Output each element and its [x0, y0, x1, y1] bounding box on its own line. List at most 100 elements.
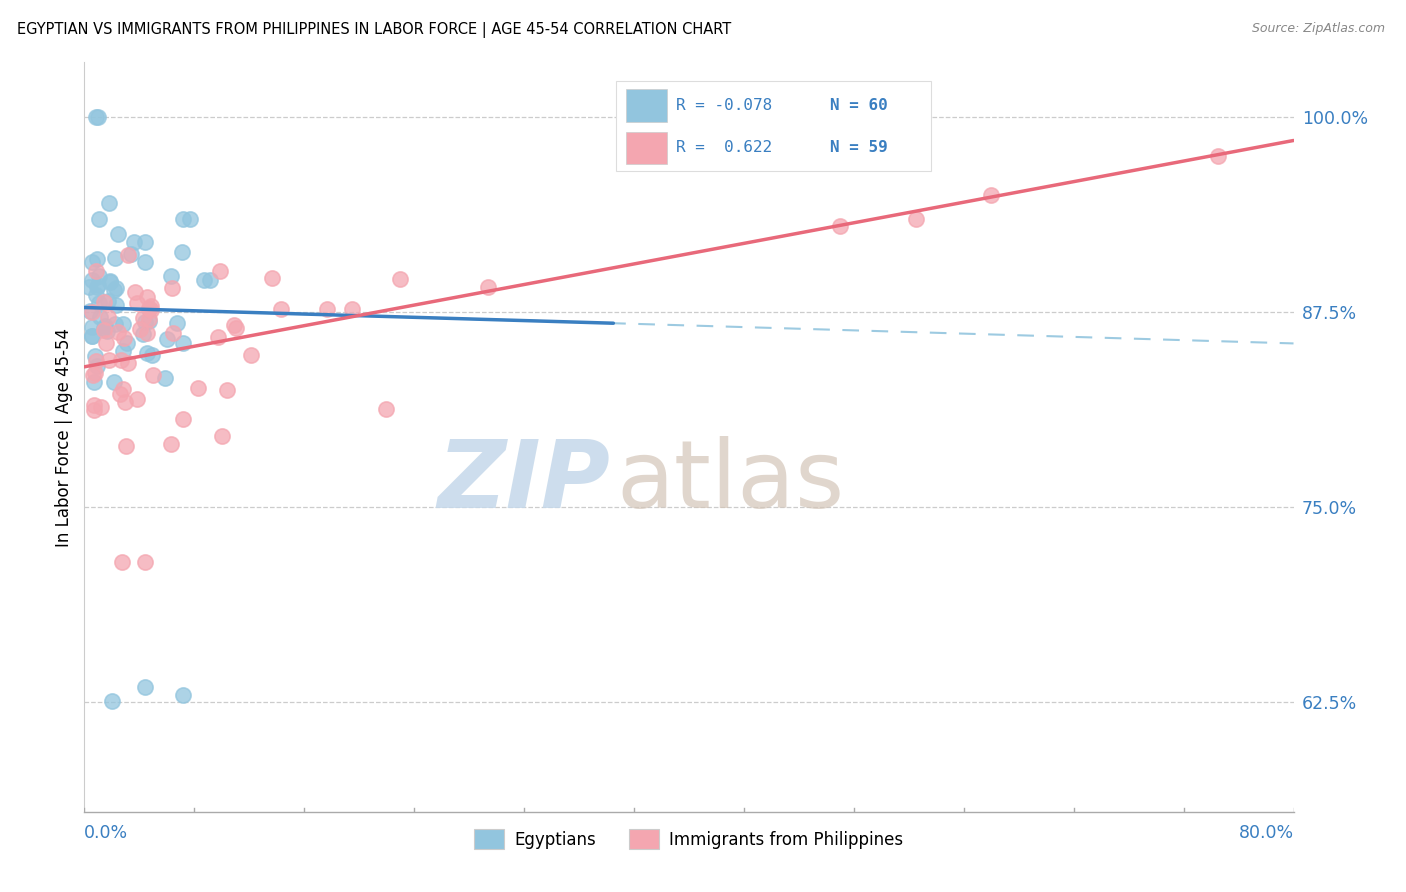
Point [160, 437, 183, 451]
Point [170, 244, 193, 259]
Point [115, 440, 138, 454]
Point [138, 301, 160, 316]
Point [82, 368, 104, 382]
Point [111, 382, 134, 396]
Point [89, 310, 111, 325]
Point [103, 376, 125, 390]
Point [104, 251, 127, 265]
Point [172, 336, 194, 351]
Point [108, 387, 131, 401]
Point [82, 329, 104, 343]
Point [139, 299, 162, 313]
Point [134, 255, 156, 269]
Point [80, 255, 103, 269]
Point [224, 318, 246, 332]
Point [97, 310, 120, 324]
Point [138, 314, 160, 328]
Point [84, 354, 107, 368]
Point [80, 273, 103, 287]
Point [160, 268, 183, 283]
Point [134, 555, 156, 569]
Point [112, 331, 135, 345]
Point [89, 211, 111, 226]
Point [316, 301, 339, 316]
Point [211, 429, 233, 443]
Point [84, 366, 107, 380]
Text: EGYPTIAN VS IMMIGRANTS FROM PHILIPPINES IN LABOR FORCE | AGE 45-54 CORRELATION C: EGYPTIAN VS IMMIGRANTS FROM PHILIPPINES … [17, 22, 731, 38]
Point [104, 281, 127, 295]
Point [260, 271, 283, 285]
Point [138, 311, 160, 326]
Point [98, 353, 121, 368]
Text: 80.0%: 80.0% [1239, 824, 1294, 842]
Point [83, 376, 105, 390]
Point [87, 277, 110, 292]
Point [82, 319, 104, 334]
Point [122, 235, 145, 249]
Point [87, 110, 110, 124]
Point [86, 359, 108, 374]
Point [83, 403, 105, 417]
Point [100, 275, 122, 289]
Point [198, 273, 221, 287]
Point [136, 345, 159, 359]
Point [96, 336, 118, 351]
Point [84, 263, 107, 277]
Point [172, 412, 194, 426]
Point [80, 305, 103, 319]
Point [225, 320, 247, 334]
Point [97, 195, 120, 210]
Point [129, 322, 152, 336]
Point [98, 273, 121, 287]
Y-axis label: In Labor Force | Age 45-54: In Labor Force | Age 45-54 [55, 327, 73, 547]
Point [86, 288, 108, 302]
Point [86, 110, 108, 124]
Point [110, 352, 132, 367]
Point [87, 296, 110, 310]
Point [477, 280, 499, 294]
Point [389, 272, 412, 286]
Point [239, 348, 262, 362]
Point [134, 315, 156, 329]
Point [84, 350, 107, 364]
Point [141, 348, 163, 362]
Point [162, 281, 184, 295]
Point [207, 330, 229, 344]
Point [107, 227, 129, 241]
Point [270, 301, 292, 316]
Point [156, 332, 179, 346]
Point [980, 188, 1002, 202]
Point [1206, 149, 1229, 163]
Point [124, 285, 146, 299]
Point [134, 235, 156, 249]
Point [93, 294, 115, 309]
Point [93, 323, 115, 337]
Point [87, 268, 110, 283]
Point [131, 327, 153, 342]
Point [114, 395, 136, 409]
Point [103, 283, 125, 297]
Point [132, 311, 155, 326]
Text: ZIP: ZIP [437, 436, 610, 528]
Point [77, 279, 100, 293]
Point [79, 304, 101, 318]
Point [93, 320, 115, 334]
Point [135, 326, 157, 340]
Point [117, 248, 139, 262]
Point [166, 316, 188, 330]
Point [830, 219, 852, 234]
Point [179, 211, 201, 226]
Point [208, 263, 231, 277]
Point [125, 296, 148, 310]
Point [111, 555, 134, 569]
Point [97, 293, 120, 308]
Point [153, 370, 176, 384]
Point [96, 324, 118, 338]
Point [120, 247, 142, 261]
Point [162, 326, 184, 341]
Point [100, 694, 122, 708]
Point [375, 402, 398, 417]
Text: Source: ZipAtlas.com: Source: ZipAtlas.com [1251, 22, 1385, 36]
Point [107, 326, 129, 340]
Point [86, 252, 108, 266]
